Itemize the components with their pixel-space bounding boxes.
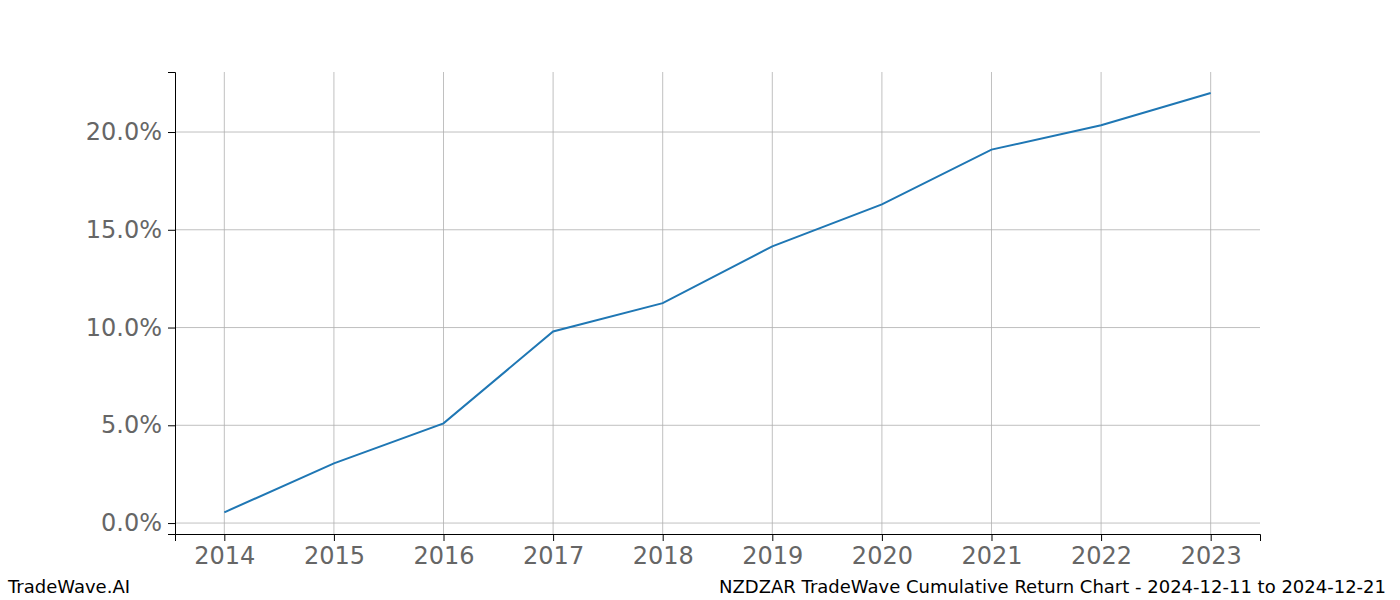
grid-line-x xyxy=(224,72,225,534)
tick-mark xyxy=(772,534,773,541)
line xyxy=(224,93,1210,512)
tick-mark xyxy=(334,534,335,541)
tick: 2014 xyxy=(194,534,255,570)
tick-mark xyxy=(168,230,175,231)
tick-label: 2016 xyxy=(413,542,474,570)
tick-mark xyxy=(444,534,445,541)
grid-line-x xyxy=(443,72,444,534)
tick-label: 0.0% xyxy=(101,509,162,537)
tick: 2020 xyxy=(852,534,913,570)
tick-label: 20.0% xyxy=(86,118,162,146)
tick-label: 5.0% xyxy=(101,411,162,439)
tick: 2022 xyxy=(1071,534,1132,570)
tick-label: 2022 xyxy=(1071,542,1132,570)
grid-line-x xyxy=(881,72,882,534)
tick-label: 2023 xyxy=(1181,542,1242,570)
tick-mark xyxy=(168,425,175,426)
tick-mark xyxy=(1101,534,1102,541)
tick-mark xyxy=(168,523,175,524)
tick: 2015 xyxy=(304,534,365,570)
x-axis: 2014 2015 2016 2017 2018 2019 2020 2021 2022 2023 xyxy=(176,534,1261,570)
grid-line-y xyxy=(175,132,1260,133)
grid-line-x xyxy=(991,72,992,534)
axis-line xyxy=(176,535,1261,542)
tick: 20.0% xyxy=(86,118,175,146)
tick-label: 2019 xyxy=(742,542,803,570)
plot: 2014 2015 2016 2017 2018 2019 2020 2021 2022 2023… xyxy=(86,72,1261,570)
tick-mark xyxy=(168,132,175,133)
tick-label: 2018 xyxy=(633,542,694,570)
tick: 2017 xyxy=(523,534,584,570)
tick: 2018 xyxy=(633,534,694,570)
tick: 2016 xyxy=(413,534,474,570)
tick-label: 10.0% xyxy=(86,314,162,342)
grid-line-y xyxy=(175,523,1260,524)
grid-line-x xyxy=(1210,72,1211,534)
tick: 2023 xyxy=(1181,534,1242,570)
chart: 2014 2015 2016 2017 2018 2019 2020 2021 2022 2023… xyxy=(0,0,1400,600)
grid-line-y xyxy=(175,327,1260,328)
tick: 2019 xyxy=(742,534,803,570)
axis-line xyxy=(168,73,176,535)
tick-mark xyxy=(553,534,554,541)
grid-line-x xyxy=(772,72,773,534)
y-axis: 0.0% 5.0% 10.0% 15.0% 20.0% xyxy=(86,73,176,538)
tick-mark xyxy=(991,534,992,541)
tick-label: 15.0% xyxy=(86,216,162,244)
watermark: TradeWave.AI xyxy=(7,576,130,597)
tick-mark xyxy=(1211,534,1212,541)
grid-line-y xyxy=(175,229,1260,230)
tick: 0.0% xyxy=(101,509,175,537)
tick: 2021 xyxy=(961,534,1022,570)
tick: 15.0% xyxy=(86,216,175,244)
tick-mark xyxy=(224,534,225,541)
grid-line-x xyxy=(553,72,554,534)
tick-label: 2021 xyxy=(961,542,1022,570)
grid-line-x xyxy=(333,72,334,534)
tick-label: 2015 xyxy=(304,542,365,570)
tick-label: 2014 xyxy=(194,542,255,570)
tick-mark xyxy=(663,534,664,541)
tick: 5.0% xyxy=(101,411,175,439)
tick-label: 2020 xyxy=(852,542,913,570)
grid xyxy=(175,72,1260,534)
tick: 10.0% xyxy=(86,314,175,342)
title: NZDZAR TradeWave Cumulative Return Chart… xyxy=(719,576,1386,597)
grid-line-y xyxy=(175,425,1260,426)
grid-line-x xyxy=(1101,72,1102,534)
tick-label: 2017 xyxy=(523,542,584,570)
marks xyxy=(224,93,1210,512)
tick-mark xyxy=(882,534,883,541)
tick-mark xyxy=(168,328,175,329)
